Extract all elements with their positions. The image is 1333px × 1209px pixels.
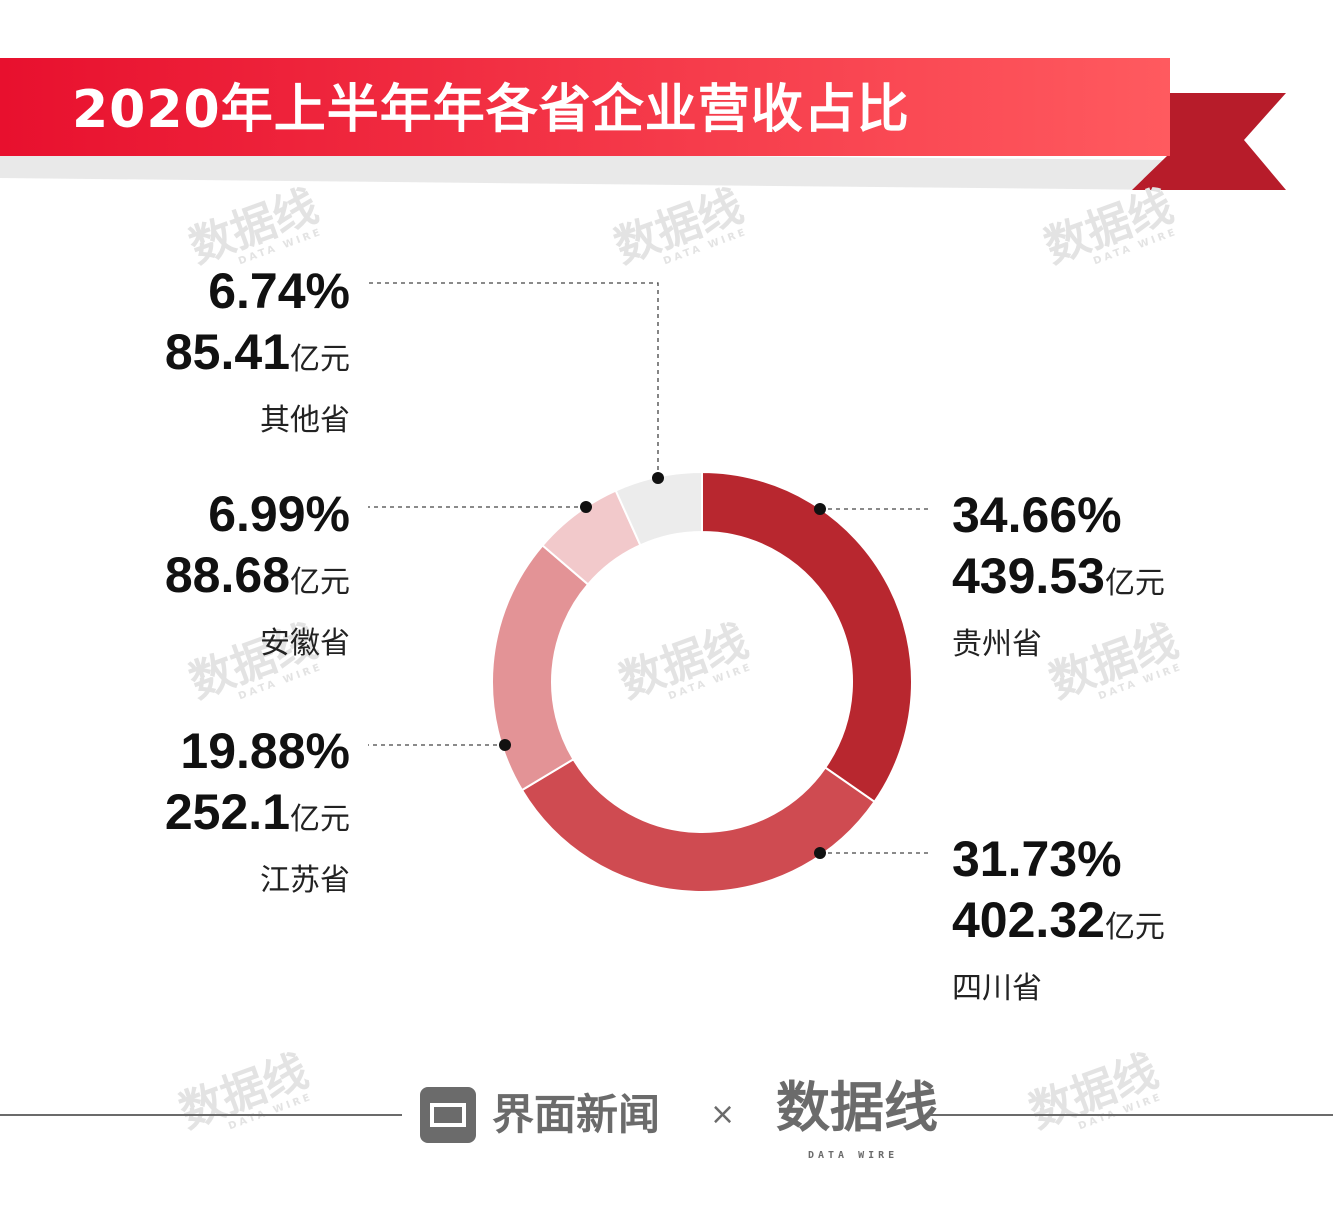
chart-title: 2020年上半年年各省企业营收占比 (72, 80, 910, 140)
percent-label: 19.88% (180, 723, 350, 779)
slice-other (614, 470, 703, 547)
slice-label-guizhou: 34.66% 439.53亿元 贵州省 (952, 486, 1292, 670)
jiemian-logo-icon (420, 1087, 476, 1143)
banner-ribbon-tail (1132, 93, 1286, 190)
leader-guizhou-dot (814, 503, 826, 515)
footer-partner-logo: 数据线 (776, 1076, 938, 1139)
slice-jiangsu (491, 544, 590, 792)
province-label: 其他省 (260, 403, 350, 438)
province-label: 四川省 (952, 971, 1042, 1006)
value-label: 85.41 (164, 324, 290, 380)
value-label: 252.1 (164, 784, 290, 840)
unit-label: 亿元 (1104, 566, 1165, 601)
percent-label: 6.99% (208, 486, 350, 542)
title-banner (0, 58, 1286, 190)
province-label: 贵州省 (952, 627, 1042, 662)
slice-label-other: 6.74% 85.41亿元 其他省 (10, 262, 350, 446)
unit-label: 亿元 (290, 565, 350, 600)
province-label: 江苏省 (260, 863, 350, 898)
slice-sichuan (520, 757, 876, 893)
leader-other (368, 282, 659, 478)
percent-label: 34.66% (952, 487, 1122, 543)
percent-label: 6.74% (208, 263, 350, 319)
percent-label: 31.73% (952, 831, 1122, 887)
slice-label-jiangsu: 19.88% 252.1亿元 江苏省 (10, 722, 350, 906)
value-label: 402.32 (952, 892, 1105, 948)
unit-label: 亿元 (290, 802, 350, 837)
slice-guizhou (701, 470, 913, 804)
leader-anhui-dot (580, 501, 592, 513)
footer-partner-sub: DATA WIRE (808, 1150, 899, 1161)
footer-divider-right (930, 1114, 1333, 1116)
leader-other-dot (652, 472, 664, 484)
slice-label-anhui: 6.99% 88.68亿元 安徽省 (10, 485, 350, 669)
leader-sichuan-dot (814, 847, 826, 859)
footer-divider-left (0, 1114, 402, 1116)
footer-brand: 界面新闻 (492, 1090, 661, 1139)
unit-label: 亿元 (290, 342, 350, 377)
value-label: 439.53 (952, 548, 1105, 604)
province-label: 安徽省 (260, 626, 350, 661)
leader-jiangsu-dot (499, 739, 511, 751)
footer-separator: × (710, 1097, 736, 1132)
slice-label-sichuan: 31.73% 402.32亿元 四川省 (952, 830, 1292, 1014)
banner-strip (0, 58, 1170, 156)
banner-shadow (0, 150, 1170, 190)
unit-label: 亿元 (1104, 910, 1165, 945)
value-label: 88.68 (164, 547, 290, 603)
